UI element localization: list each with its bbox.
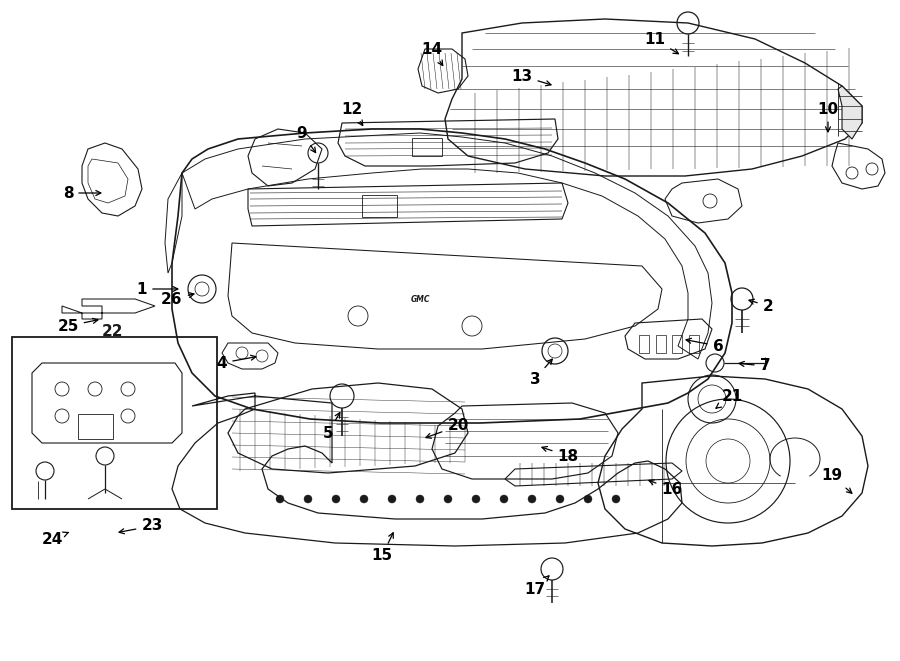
Text: 14: 14	[421, 42, 443, 65]
Text: 19: 19	[822, 469, 851, 493]
Text: 18: 18	[542, 447, 579, 463]
Circle shape	[528, 495, 536, 503]
Text: 26: 26	[161, 292, 194, 307]
Text: 3: 3	[530, 359, 553, 387]
Bar	[639, 335, 649, 353]
Circle shape	[472, 495, 480, 503]
Bar	[12, 337, 217, 509]
Circle shape	[556, 495, 564, 503]
Circle shape	[584, 495, 592, 503]
Text: 6: 6	[686, 338, 724, 354]
Text: 15: 15	[372, 533, 393, 563]
Bar	[78, 414, 113, 439]
Text: 21: 21	[716, 389, 742, 408]
Circle shape	[360, 495, 368, 503]
Circle shape	[416, 495, 424, 503]
Text: 2: 2	[749, 299, 773, 313]
Text: 10: 10	[817, 102, 839, 132]
Bar	[656, 335, 666, 353]
Text: 17: 17	[525, 576, 549, 596]
Text: 9: 9	[297, 126, 316, 153]
Bar	[689, 335, 699, 353]
Text: 11: 11	[644, 32, 679, 54]
Text: 12: 12	[341, 102, 363, 126]
Circle shape	[332, 495, 340, 503]
Bar	[412, 138, 442, 156]
Circle shape	[388, 495, 396, 503]
Text: 4: 4	[217, 355, 256, 371]
Circle shape	[612, 495, 620, 503]
Text: 22: 22	[102, 323, 122, 338]
Circle shape	[304, 495, 312, 503]
Text: 5: 5	[323, 412, 340, 440]
Text: 24: 24	[41, 531, 68, 547]
Text: 25: 25	[58, 319, 98, 334]
Circle shape	[500, 495, 508, 503]
Circle shape	[276, 495, 284, 503]
Text: 16: 16	[649, 480, 682, 496]
Circle shape	[444, 495, 452, 503]
Text: 13: 13	[511, 69, 551, 86]
Text: 23: 23	[119, 518, 163, 533]
Polygon shape	[838, 86, 862, 139]
Bar	[672, 335, 682, 353]
Text: 1: 1	[137, 282, 178, 297]
Text: 7: 7	[739, 358, 770, 373]
Text: 20: 20	[426, 418, 469, 438]
Text: 8: 8	[63, 186, 101, 200]
Text: GMC: GMC	[410, 295, 430, 303]
Bar	[362, 195, 397, 217]
